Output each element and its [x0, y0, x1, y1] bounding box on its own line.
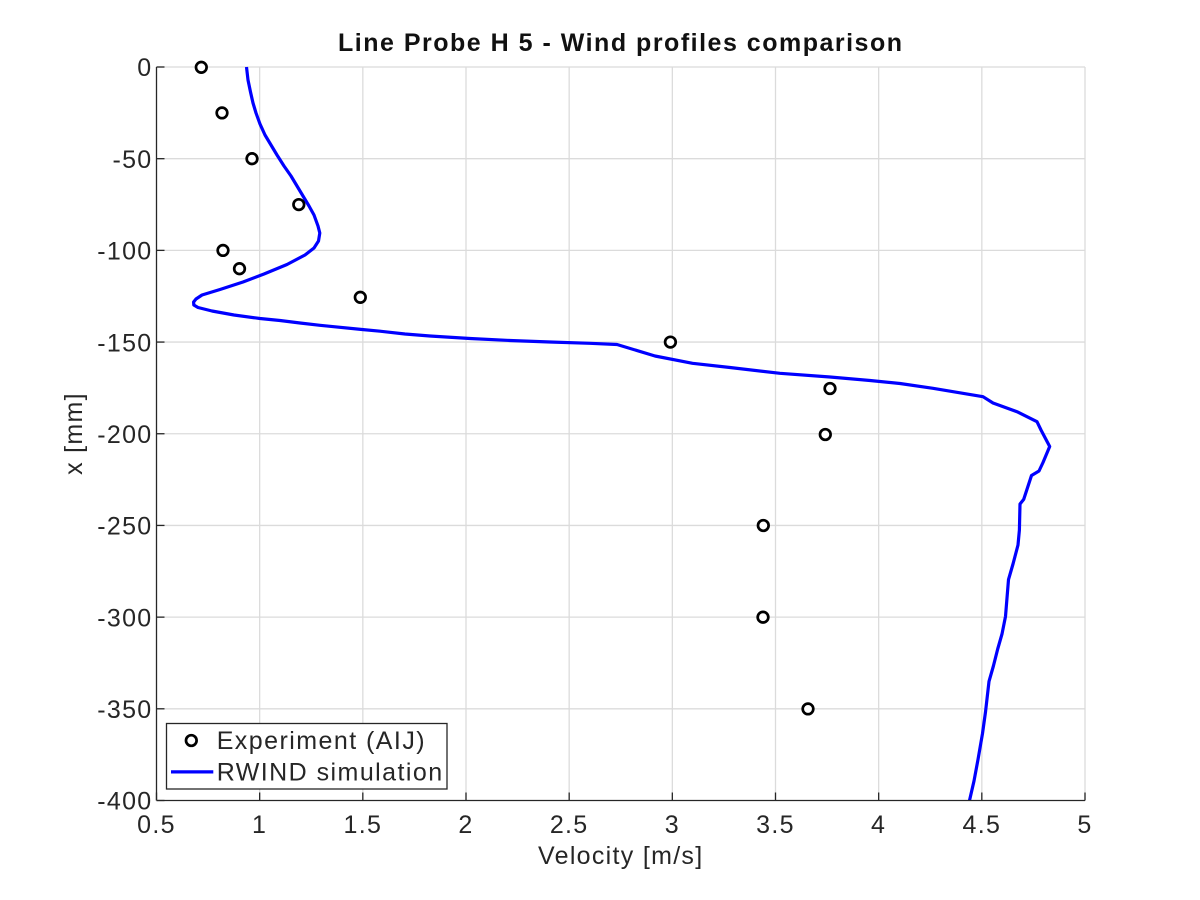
svg-text:-200: -200: [97, 421, 152, 449]
svg-text:Line Probe H 5 - Wind profiles: Line Probe H 5 - Wind profiles compariso…: [338, 29, 904, 57]
svg-text:-50: -50: [112, 146, 152, 174]
svg-text:1: 1: [252, 811, 267, 839]
svg-text:4.5: 4.5: [963, 811, 1002, 839]
svg-text:-250: -250: [97, 513, 152, 541]
svg-text:-300: -300: [97, 604, 152, 632]
svg-text:-400: -400: [97, 788, 152, 816]
svg-text:1.5: 1.5: [344, 811, 383, 839]
svg-text:2: 2: [458, 811, 473, 839]
svg-text:3: 3: [665, 811, 680, 839]
svg-text:4: 4: [871, 811, 886, 839]
svg-text:0: 0: [137, 54, 152, 82]
svg-text:-100: -100: [97, 238, 152, 266]
svg-text:0.5: 0.5: [137, 811, 176, 839]
svg-text:5: 5: [1077, 811, 1092, 839]
svg-text:Velocity [m/s]: Velocity [m/s]: [538, 842, 703, 870]
svg-text:-150: -150: [97, 329, 152, 357]
svg-text:x [mm]: x [mm]: [60, 392, 88, 475]
svg-text:Experiment (AIJ): Experiment (AIJ): [217, 727, 426, 755]
svg-text:3.5: 3.5: [756, 811, 795, 839]
svg-text:-350: -350: [97, 696, 152, 724]
svg-text:RWIND simulation: RWIND simulation: [217, 759, 444, 787]
svg-text:2.5: 2.5: [550, 811, 589, 839]
